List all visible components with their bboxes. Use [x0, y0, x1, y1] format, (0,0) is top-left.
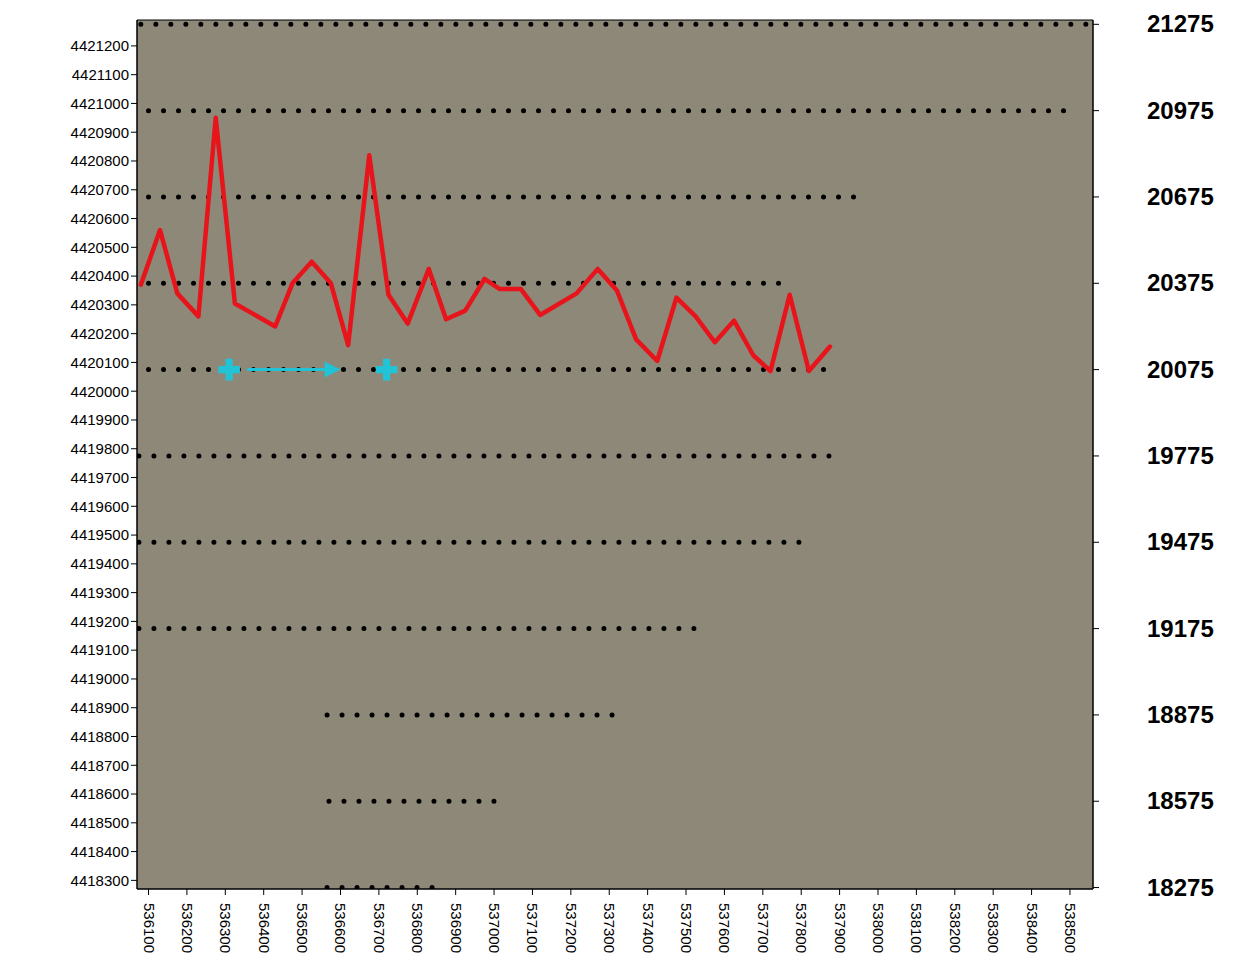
svg-text:537200: 537200: [563, 903, 580, 953]
svg-text:4419300: 4419300: [71, 584, 129, 601]
svg-text:18275: 18275: [1147, 874, 1214, 901]
svg-text:536100: 536100: [141, 903, 158, 953]
svg-text:4420300: 4420300: [71, 296, 129, 313]
svg-text:4421000: 4421000: [71, 95, 129, 112]
svg-text:4420000: 4420000: [71, 383, 129, 400]
svg-text:536800: 536800: [409, 903, 426, 953]
svg-text:20675: 20675: [1147, 183, 1214, 210]
svg-text:4418500: 4418500: [71, 814, 129, 831]
svg-text:20375: 20375: [1147, 269, 1214, 296]
svg-text:18575: 18575: [1147, 787, 1214, 814]
svg-text:4419800: 4419800: [71, 440, 129, 457]
svg-text:4420100: 4420100: [71, 354, 129, 371]
svg-text:538400: 538400: [1024, 903, 1041, 953]
svg-text:538500: 538500: [1062, 903, 1079, 953]
svg-text:537900: 537900: [832, 903, 849, 953]
svg-text:538200: 538200: [947, 903, 964, 953]
svg-text:4420900: 4420900: [71, 124, 129, 141]
svg-text:20075: 20075: [1147, 356, 1214, 383]
svg-text:538300: 538300: [985, 903, 1002, 953]
svg-text:536300: 536300: [217, 903, 234, 953]
svg-text:537100: 537100: [524, 903, 541, 953]
svg-text:536200: 536200: [179, 903, 196, 953]
svg-text:536500: 536500: [294, 903, 311, 953]
svg-text:4419700: 4419700: [71, 469, 129, 486]
svg-text:21275: 21275: [1147, 10, 1214, 37]
svg-text:19775: 19775: [1147, 442, 1214, 469]
svg-text:4418700: 4418700: [71, 757, 129, 774]
svg-text:4418900: 4418900: [71, 699, 129, 716]
svg-text:18875: 18875: [1147, 701, 1214, 728]
svg-text:20975: 20975: [1147, 97, 1214, 124]
svg-text:4419100: 4419100: [71, 641, 129, 658]
svg-text:538100: 538100: [908, 903, 925, 953]
svg-text:4418800: 4418800: [71, 728, 129, 745]
svg-text:537500: 537500: [678, 903, 695, 953]
svg-text:538000: 538000: [870, 903, 887, 953]
svg-text:537300: 537300: [601, 903, 618, 953]
svg-text:4419900: 4419900: [71, 411, 129, 428]
svg-text:537800: 537800: [793, 903, 810, 953]
svg-text:537600: 537600: [716, 903, 733, 953]
svg-text:4421100: 4421100: [72, 66, 129, 83]
svg-text:4420700: 4420700: [71, 181, 129, 198]
svg-text:19175: 19175: [1147, 615, 1214, 642]
svg-text:4421200: 4421200: [71, 37, 129, 54]
svg-text:536400: 536400: [256, 903, 273, 953]
svg-text:536600: 536600: [332, 903, 349, 953]
svg-text:4420200: 4420200: [71, 325, 129, 342]
svg-text:537700: 537700: [755, 903, 772, 953]
svg-text:4420500: 4420500: [71, 239, 129, 256]
svg-text:536900: 536900: [448, 903, 465, 953]
svg-text:537000: 537000: [486, 903, 503, 953]
svg-text:19475: 19475: [1147, 528, 1214, 555]
svg-text:4420600: 4420600: [71, 210, 129, 227]
svg-text:4418300: 4418300: [71, 872, 129, 889]
svg-text:4419400: 4419400: [71, 555, 129, 572]
svg-text:536700: 536700: [371, 903, 388, 953]
svg-text:4418400: 4418400: [71, 843, 129, 860]
svg-text:4419500: 4419500: [71, 526, 129, 543]
svg-text:537400: 537400: [640, 903, 657, 953]
svg-text:4420400: 4420400: [71, 267, 129, 284]
svg-text:4418600: 4418600: [71, 785, 129, 802]
svg-text:4420800: 4420800: [71, 152, 129, 169]
svg-text:4419600: 4419600: [71, 498, 129, 515]
svg-text:4419000: 4419000: [71, 670, 129, 687]
svg-text:4419200: 4419200: [71, 613, 129, 630]
